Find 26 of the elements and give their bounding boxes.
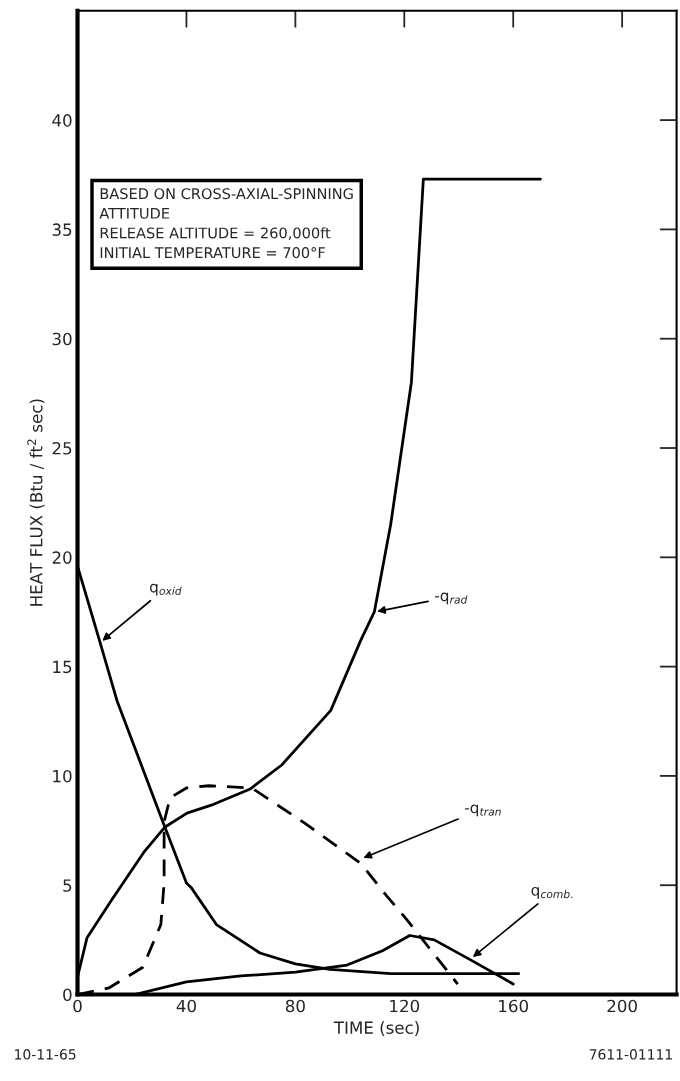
y-tick-label: 25 — [52, 441, 72, 455]
annotation: -q$_{tran}$ — [464, 804, 501, 817]
y-tick-label: 30 — [52, 332, 72, 346]
annotation: BASED ON CROSS-AXIAL-SPINNING ATTITUDE — [99, 188, 353, 219]
y-tick-label: 20 — [52, 551, 72, 564]
y-tick-label: 35 — [52, 223, 72, 236]
y-tick-label: 0 — [63, 988, 72, 1002]
annotation: q$_{comb.}$ — [531, 886, 573, 899]
x-tick-label: 160 — [499, 999, 529, 1013]
x-tick-label: 0 — [73, 999, 82, 1013]
y-tick-label: 15 — [53, 660, 72, 674]
text: 7611-01111 — [589, 1049, 672, 1060]
x-tick-label: 80 — [285, 999, 305, 1013]
text: 10-11-65 — [15, 1049, 76, 1060]
annotation: q$_{oxid}$ — [149, 583, 182, 596]
x-tick-label: 120 — [390, 999, 420, 1013]
annotation: INITIAL TEMPERATURE = 700°F — [100, 247, 325, 259]
annotation: -q$_{rad}$ — [434, 592, 468, 605]
x-tick-label: 200 — [607, 999, 637, 1013]
y-tick-label: 40 — [52, 114, 72, 127]
y-tick-label: 5 — [63, 879, 72, 892]
annotation: RELEASE ALTITUDE = 260,000ft — [100, 227, 331, 240]
y-tick-label: 10 — [53, 769, 72, 783]
x-tick-label: 40 — [176, 999, 196, 1013]
x-axis-title: TIME (sec) — [333, 1021, 419, 1036]
y-axis-title: HEAT FLUX (Btu / ft$^{2}$ sec) — [27, 399, 45, 606]
